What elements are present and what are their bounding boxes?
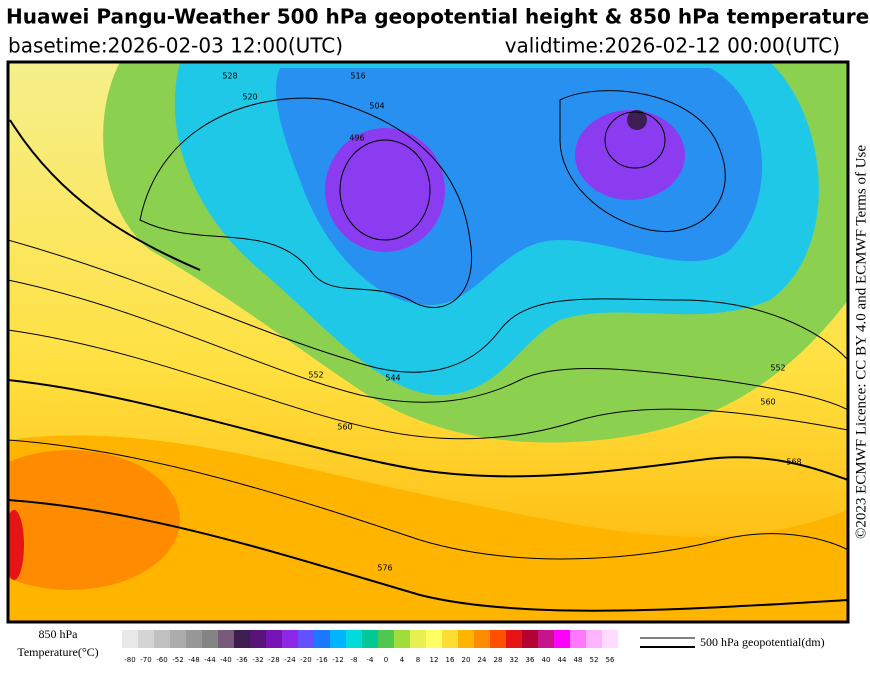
colorbar-swatch	[202, 630, 218, 648]
colorbar: -80 -70 -60 -52 -48 -44 -40 -36 -32 -28 -24 -20 -16-…	[122, 630, 618, 664]
colorbar-swatch	[538, 630, 554, 648]
contour-label: 516	[350, 72, 365, 81]
colorbar-label: 32	[510, 656, 519, 664]
colorbar-label: 20	[462, 656, 471, 664]
license: ©2023 ECMWF Licence: CC BY 4.0 and ECMWF…	[853, 145, 869, 539]
validtime: validtime:2026-02-12 00:00(UTC)	[505, 34, 840, 58]
colorbar-swatch	[186, 630, 202, 648]
colorbar-swatch	[506, 630, 522, 648]
colorbar-label: 0	[384, 656, 388, 664]
colorbar-swatch	[362, 630, 378, 648]
colorbar-swatch	[442, 630, 458, 648]
cold-core	[627, 110, 647, 130]
colorbar-label: -8	[351, 656, 358, 664]
colorbar-label: 12	[430, 656, 439, 664]
colorbar-swatch	[314, 630, 330, 648]
colorbar-swatch	[410, 630, 426, 648]
contour-label: 520	[242, 93, 257, 102]
colorbar-swatch	[490, 630, 506, 648]
colorbar-label: 24	[478, 656, 487, 664]
contour-label: 568	[786, 458, 801, 467]
colorbar-swatch	[250, 630, 266, 648]
colorbar-swatch	[378, 630, 394, 648]
map-frame	[6, 60, 850, 624]
contour-label: 560	[337, 423, 352, 432]
contour-label: 544	[385, 374, 400, 383]
colorbar-swatch	[330, 630, 346, 648]
colorbar-swatch	[586, 630, 602, 648]
colorbar-label: 48	[574, 656, 583, 664]
contour-label: 496	[349, 134, 364, 143]
colorbar-label: 40	[542, 656, 551, 664]
contour-label: 528	[222, 72, 237, 81]
contour-label: 552	[308, 371, 323, 380]
colorbar-swatch	[458, 630, 474, 648]
contour-label: 552	[770, 364, 785, 373]
colorbar-label: 56	[606, 656, 615, 664]
colorbar-label: -44	[204, 656, 216, 664]
colorbar-label: -20	[300, 656, 311, 664]
colorbar-swatch	[154, 630, 170, 648]
colorbar-label: -48	[188, 656, 199, 664]
colorbar-swatch	[266, 630, 282, 648]
colorbar-label: -52	[172, 656, 183, 664]
warm-region	[8, 510, 24, 580]
colorbar-label: -32	[252, 656, 263, 664]
title: Huawei Pangu-Weather 500 hPa geopotentia…	[6, 5, 869, 29]
colorbar-swatch	[298, 630, 314, 648]
colorbar-label: -28	[268, 656, 279, 664]
colorbar-label: 52	[590, 656, 599, 664]
contours	[8, 90, 848, 612]
colorbar-label: 36	[526, 656, 535, 664]
colorbar-label: -12	[332, 656, 343, 664]
warm-region	[8, 450, 180, 590]
colorbar-label: 16	[446, 656, 455, 664]
contour-labels: 528 520 504 496 516 552 544 560 576 560 552 568	[222, 72, 801, 573]
colorbar-label: -16	[316, 656, 328, 664]
cold-core	[325, 128, 445, 252]
colorbar-label: -4	[367, 656, 375, 664]
colorbar-swatch	[554, 630, 570, 648]
contour-label: 560	[760, 398, 775, 407]
colorbar-swatch	[170, 630, 186, 648]
map: 528 520 504 496 516 552 544 560 576 560 552 568	[8, 62, 848, 622]
colorbar-swatch	[570, 630, 586, 648]
colorbar-swatch	[346, 630, 362, 648]
colorbar-label: -70	[140, 656, 151, 664]
colorbar-swatch	[426, 630, 442, 648]
colorbar-label: -24	[284, 656, 296, 664]
warm-region	[8, 435, 848, 622]
temperature-unit: Temperature(°C)	[17, 645, 98, 659]
colorbar-swatch	[602, 630, 618, 648]
colorbar-label: -60	[156, 656, 167, 664]
colorbar-label: -80	[124, 656, 135, 664]
colorbar-swatch	[138, 630, 154, 648]
colorbar-label: 4	[400, 656, 405, 664]
geopotential-legend: 500 hPa geopotential(dm)	[700, 635, 825, 649]
colorbar-label: 8	[416, 656, 420, 664]
colorbar-swatch	[218, 630, 234, 648]
colorbar-swatch	[522, 630, 538, 648]
colorbar-label: 28	[494, 656, 503, 664]
contour-label: 576	[377, 564, 392, 573]
colorbar-label: -40	[220, 656, 231, 664]
temperature-title: 850 hPa	[39, 627, 79, 641]
colorbar-swatch	[282, 630, 298, 648]
contour-label: 504	[369, 102, 384, 111]
colorbar-swatch	[474, 630, 490, 648]
colorbar-swatch	[234, 630, 250, 648]
cold-core	[575, 110, 685, 200]
colorbar-label: -36	[236, 656, 248, 664]
colorbar-swatch	[122, 630, 138, 648]
basetime: basetime:2026-02-03 12:00(UTC)	[8, 34, 343, 58]
colorbar-swatch	[394, 630, 410, 648]
colorbar-label: 44	[558, 656, 567, 664]
